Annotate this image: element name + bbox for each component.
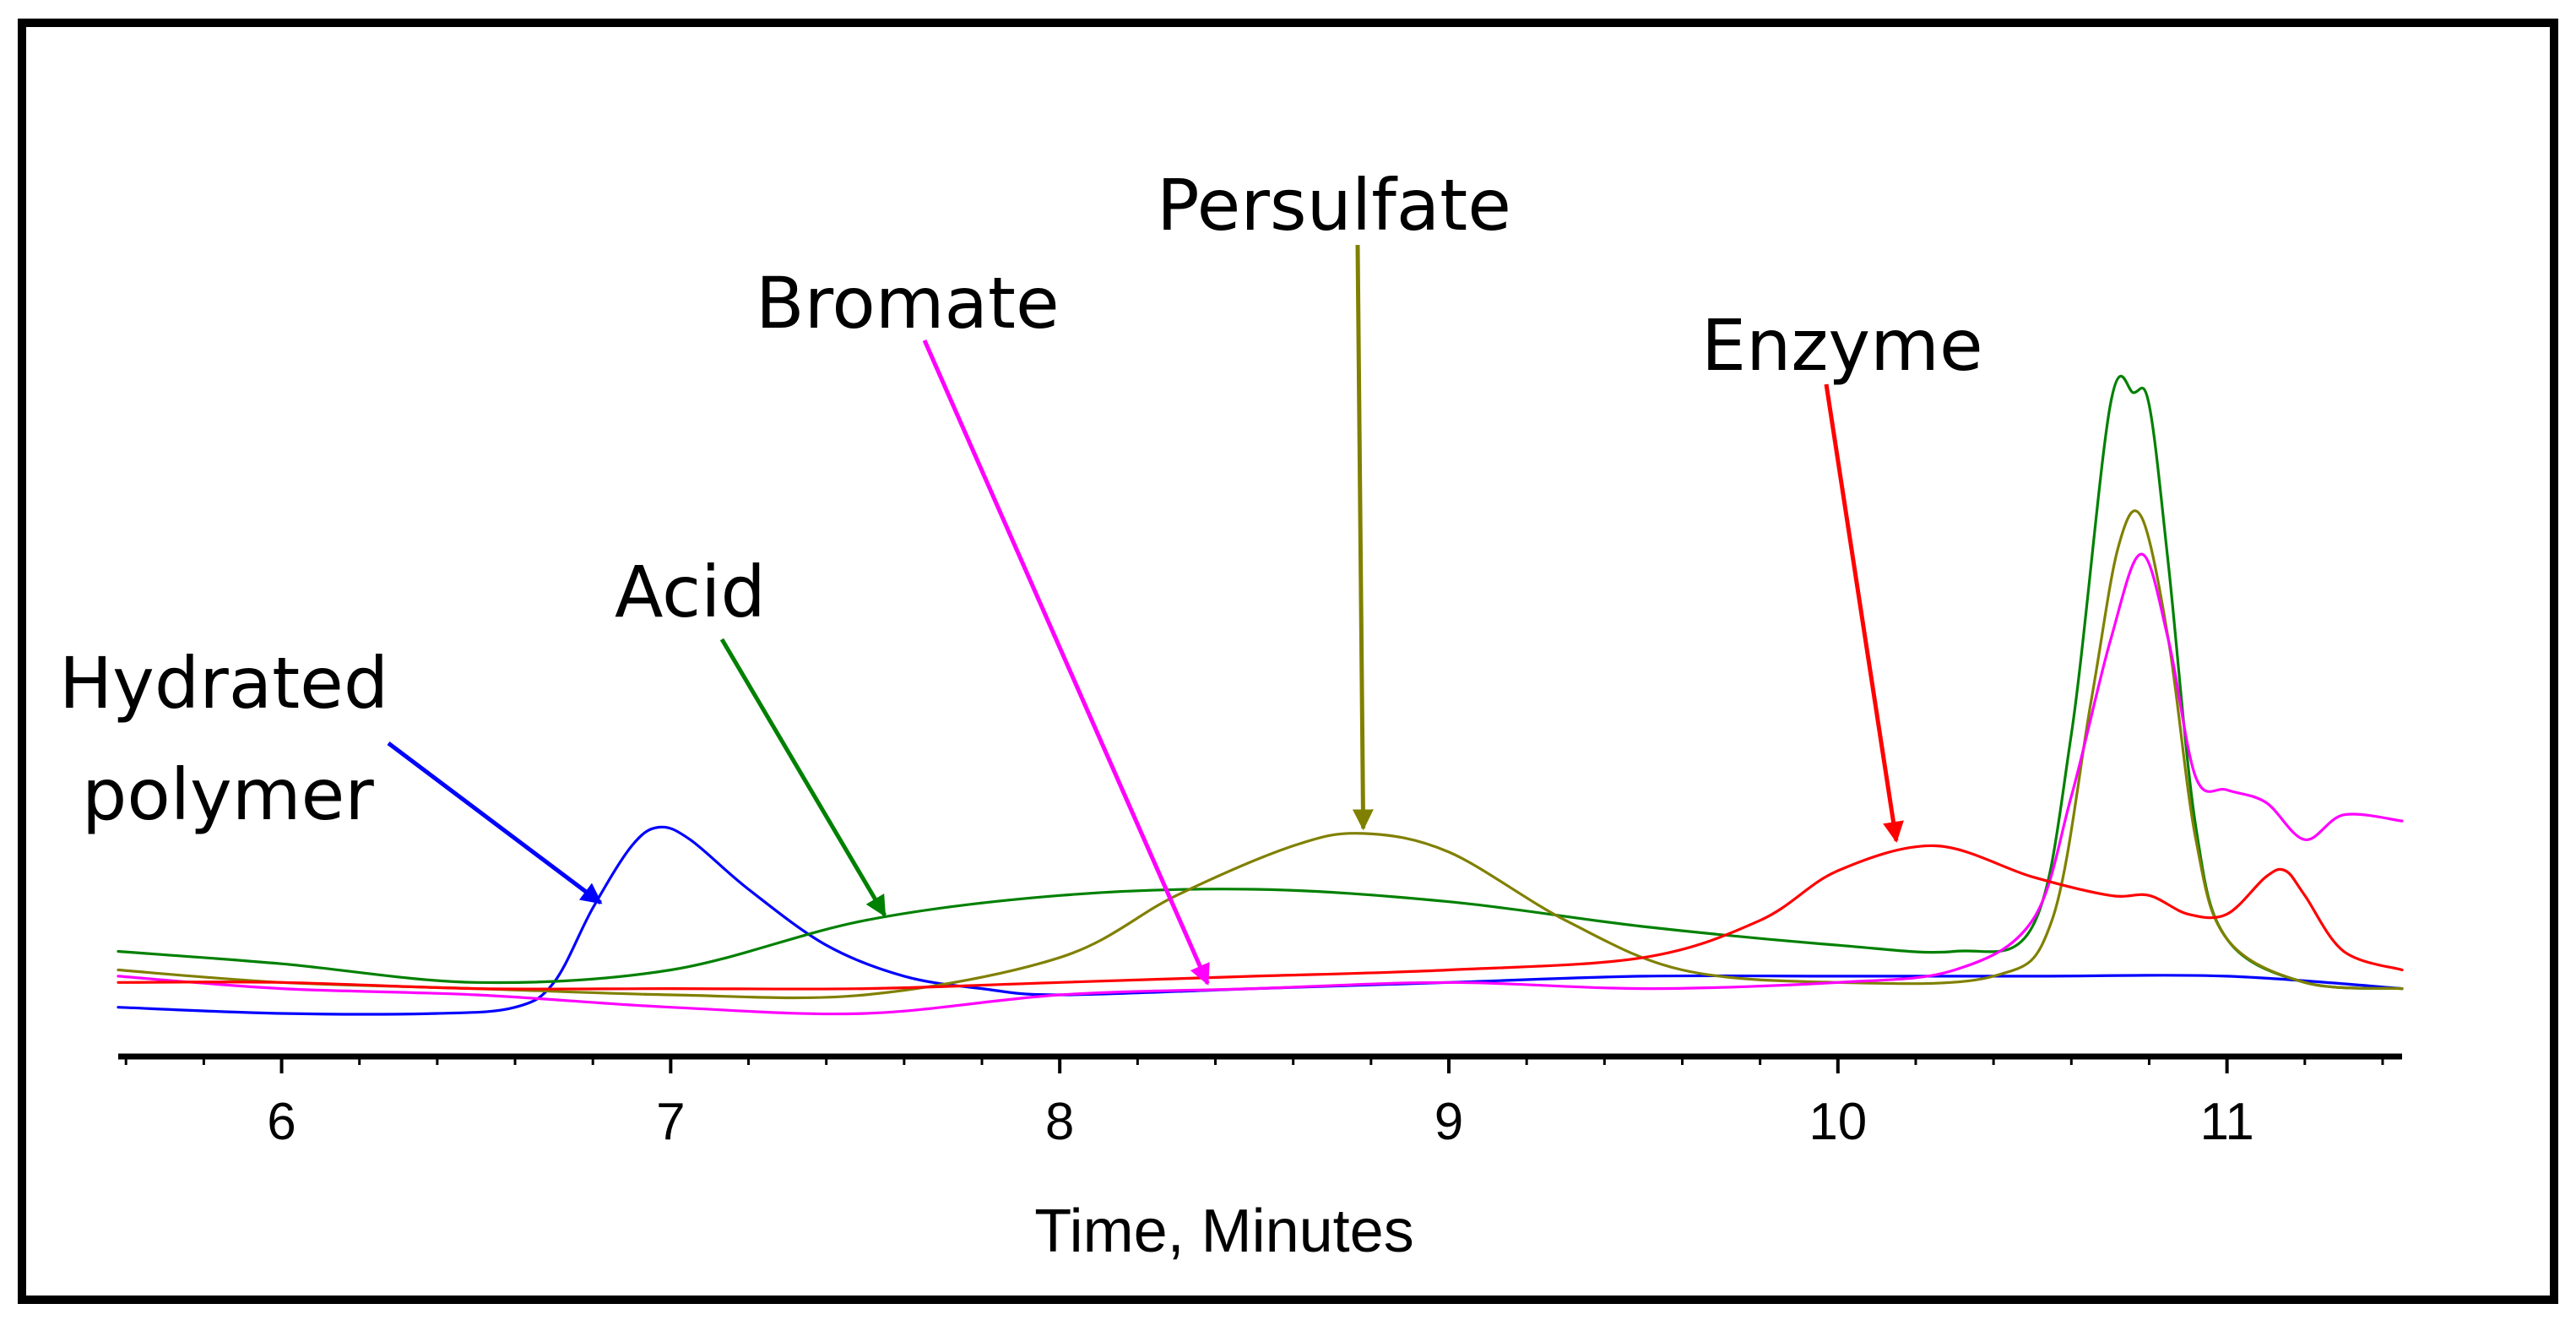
annotation-label-hydrated-polymer: Hydrated	[59, 642, 388, 725]
x-axis-title: Time, Minutes	[1034, 1198, 1413, 1265]
annotation-arrow-acid	[719, 638, 887, 917]
x-tick-label: 10	[1809, 1093, 1867, 1151]
series-line-acid	[117, 374, 2404, 991]
x-axis: 6 7 8 9 10 11	[118, 1053, 2402, 1151]
x-tick-label: 8	[1045, 1093, 1074, 1151]
x-tick-label: 7	[656, 1093, 685, 1151]
annotation-label-enzyme: Enzyme	[1701, 304, 1983, 387]
annotation-arrow-hydrated-polymer	[387, 741, 603, 905]
x-tick-label: 9	[1434, 1093, 1463, 1151]
x-tick-label: 11	[2199, 1093, 2253, 1151]
series-line-bromate	[117, 552, 2404, 1016]
series-layer	[117, 374, 2404, 1016]
annotation-label-bromate: Bromate	[756, 262, 1060, 345]
annotation-arrow-bromate	[922, 339, 1210, 986]
annotation-label-hydrated-polymer: polymer	[82, 753, 374, 836]
x-tick-label: 6	[267, 1093, 296, 1151]
chart-frame	[18, 19, 2558, 1304]
annotation-arrow-enzyme	[1824, 383, 1904, 844]
series-line-enzyme	[117, 844, 2404, 991]
annotation-layer: Hydrated polymer Acid Bromate Persulfate Enzy…	[59, 164, 1983, 986]
annotation-label-acid: Acid	[615, 551, 766, 633]
annotation-arrow-persulfate	[1352, 244, 1374, 831]
annotation-label-persulfate: Persulfate	[1157, 164, 1511, 247]
